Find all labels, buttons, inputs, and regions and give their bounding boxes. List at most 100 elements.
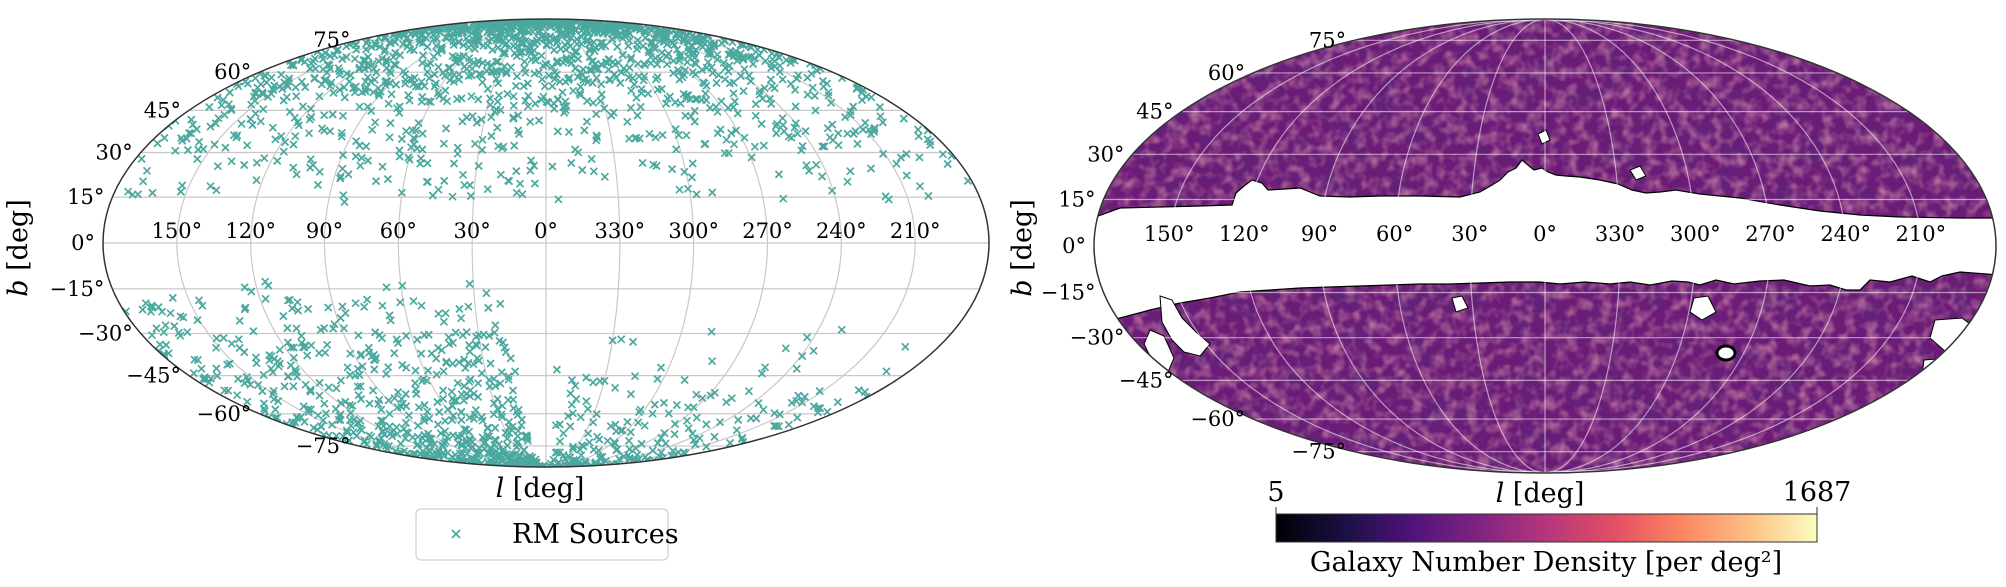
rm-source-marker bbox=[760, 406, 767, 413]
lat-tick-label: 0° bbox=[71, 231, 95, 255]
rm-source-marker bbox=[308, 114, 315, 121]
rm-source-marker bbox=[290, 383, 297, 390]
rm-source-marker bbox=[681, 377, 688, 384]
rm-source-marker bbox=[684, 59, 691, 66]
rm-source-marker bbox=[372, 119, 379, 126]
rm-source-marker bbox=[876, 104, 883, 111]
rm-source-marker bbox=[802, 128, 809, 135]
rm-source-marker bbox=[511, 142, 518, 149]
rm-source-marker bbox=[444, 98, 451, 105]
rm-source-marker bbox=[767, 76, 774, 83]
rm-source-marker bbox=[589, 79, 596, 86]
rm-source-marker bbox=[483, 68, 490, 75]
rm-source-marker bbox=[513, 189, 520, 196]
rm-source-marker bbox=[859, 97, 866, 104]
rm-source-marker bbox=[276, 346, 283, 353]
rm-source-marker bbox=[352, 300, 359, 307]
rm-source-marker bbox=[479, 79, 486, 86]
rm-source-marker bbox=[844, 130, 851, 137]
rm-source-marker bbox=[755, 400, 762, 407]
rm-source-marker bbox=[484, 86, 491, 93]
rm-source-marker bbox=[780, 122, 787, 129]
rm-source-marker bbox=[398, 136, 405, 143]
rm-source-marker bbox=[601, 173, 608, 180]
rm-source-marker bbox=[696, 435, 703, 442]
rm-source-marker bbox=[703, 97, 710, 104]
rm-source-marker bbox=[370, 387, 377, 394]
rm-source-marker bbox=[487, 360, 494, 367]
rm-source-marker bbox=[511, 50, 518, 57]
rm-source-marker bbox=[900, 115, 907, 122]
rm-source-marker bbox=[637, 103, 644, 110]
lon-tick-label: 270° bbox=[1745, 222, 1796, 246]
rm-source-marker bbox=[583, 398, 590, 405]
rm-source-marker bbox=[458, 391, 465, 398]
rm-source-marker bbox=[553, 366, 560, 373]
rm-source-marker bbox=[373, 178, 380, 185]
rm-source-marker bbox=[262, 278, 269, 285]
rm-source-marker bbox=[403, 128, 410, 135]
lat-tick-label: −15° bbox=[1041, 280, 1096, 304]
rm-source-marker bbox=[440, 387, 447, 394]
rm-source-marker bbox=[321, 112, 328, 119]
rm-source-marker bbox=[618, 336, 625, 343]
rm-source-marker bbox=[723, 136, 730, 143]
lon-tick-label: 90° bbox=[306, 219, 343, 243]
rm-source-marker bbox=[172, 147, 179, 154]
rm-source-marker bbox=[247, 116, 254, 123]
rm-source-marker bbox=[177, 188, 184, 195]
rm-source-marker bbox=[194, 156, 201, 163]
rm-source-marker bbox=[633, 94, 640, 101]
rm-source-marker bbox=[154, 140, 161, 147]
ylabel-left: b [deg] bbox=[3, 199, 34, 297]
rm-source-marker bbox=[703, 421, 710, 428]
rm-source-marker bbox=[811, 92, 818, 99]
rm-source-marker bbox=[436, 409, 443, 416]
rm-source-marker bbox=[492, 322, 499, 329]
rm-source-marker bbox=[286, 108, 293, 115]
rm-source-marker bbox=[371, 366, 378, 373]
rm-source-marker bbox=[625, 437, 632, 444]
rm-source-marker bbox=[324, 341, 331, 348]
rm-source-marker bbox=[752, 101, 759, 108]
rm-source-marker bbox=[452, 329, 459, 336]
rm-source-marker bbox=[319, 125, 326, 132]
rm-source-marker bbox=[583, 118, 590, 125]
rm-source-marker bbox=[683, 132, 690, 139]
rm-source-marker bbox=[456, 306, 463, 313]
rm-source-marker bbox=[747, 78, 754, 85]
rm-source-marker bbox=[386, 312, 393, 319]
rm-source-marker bbox=[834, 399, 841, 406]
rm-source-marker bbox=[241, 162, 248, 169]
rm-source-marker bbox=[510, 93, 517, 100]
rm-source-marker bbox=[339, 303, 346, 310]
rm-source-marker bbox=[344, 364, 351, 371]
rm-source-marker bbox=[688, 174, 695, 181]
rm-source-marker bbox=[304, 352, 311, 359]
rm-source-marker bbox=[594, 433, 601, 440]
rm-source-marker bbox=[355, 332, 362, 339]
rm-source-marker bbox=[356, 103, 363, 110]
rm-source-marker bbox=[329, 111, 336, 118]
rm-source-marker bbox=[513, 83, 520, 90]
rm-source-marker bbox=[781, 128, 788, 135]
rm-source-marker bbox=[179, 182, 186, 189]
rm-source-marker bbox=[388, 91, 395, 98]
rm-source-marker bbox=[925, 193, 932, 200]
rm-source-marker bbox=[709, 358, 716, 365]
rm-source-marker bbox=[379, 163, 386, 170]
rm-source-marker bbox=[804, 74, 811, 81]
rm-source-marker bbox=[149, 189, 156, 196]
rm-source-marker bbox=[709, 189, 716, 196]
rm-source-marker bbox=[915, 126, 922, 133]
rm-source-marker bbox=[293, 171, 300, 178]
colorbar-max-label: 1687 bbox=[1783, 477, 1852, 508]
rm-source-marker bbox=[405, 412, 412, 419]
rm-source-marker bbox=[554, 96, 561, 103]
rm-source-marker bbox=[646, 130, 653, 137]
lat-tick-label: 15° bbox=[1058, 188, 1095, 212]
rm-source-marker bbox=[782, 345, 789, 352]
lat-tick-label: −30° bbox=[1070, 326, 1125, 350]
rm-source-marker bbox=[810, 347, 817, 354]
rm-source-marker bbox=[325, 384, 332, 391]
